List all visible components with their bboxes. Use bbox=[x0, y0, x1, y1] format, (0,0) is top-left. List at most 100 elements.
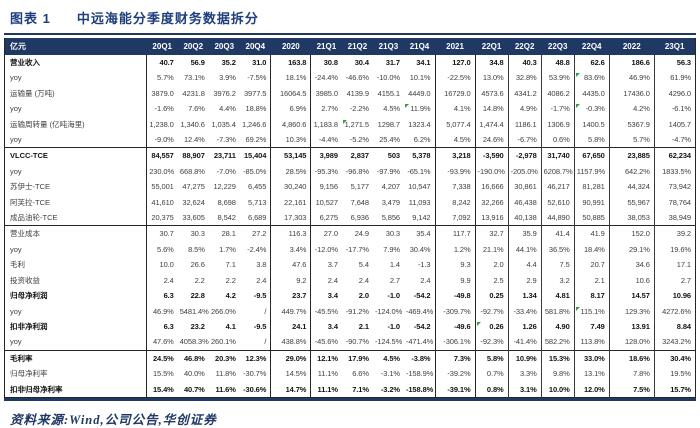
table-bottom-divider bbox=[4, 397, 696, 401]
cell: 5.7% bbox=[157, 73, 174, 83]
cell: 163.8 bbox=[270, 55, 312, 71]
cell: 17.9% bbox=[341, 349, 373, 367]
cell: 5,713 bbox=[239, 194, 272, 211]
cell: 0.7% bbox=[475, 366, 509, 382]
cell: 5.4 bbox=[358, 260, 369, 270]
cell: -190.0% bbox=[475, 163, 509, 180]
cell: 3.2 bbox=[541, 272, 575, 289]
cell: 40.7 bbox=[159, 58, 174, 67]
column-header: 20Q2 bbox=[177, 38, 209, 55]
cell: 78,764 bbox=[668, 197, 691, 207]
cell: 81,281 bbox=[574, 179, 610, 195]
cell: 449.7% bbox=[270, 303, 312, 319]
title-divider bbox=[4, 33, 696, 35]
row-label: 阿芙拉-TCE bbox=[4, 194, 148, 211]
cell: 4139.9 bbox=[346, 88, 369, 98]
cell: -3.8% bbox=[403, 349, 436, 367]
row-label: 归母净利润 bbox=[4, 288, 148, 304]
cell: 15,404 bbox=[239, 147, 272, 164]
cell: -0.3% bbox=[574, 101, 610, 117]
cell: 5.8% bbox=[475, 349, 509, 367]
cell: 34.1 bbox=[403, 55, 436, 71]
cell: 33.0% bbox=[574, 349, 610, 367]
cell: -24.4% bbox=[314, 73, 338, 83]
source-note: 资料来源:Wind,公司公告,华创证券 bbox=[10, 412, 217, 427]
cell: 46,217 bbox=[541, 179, 575, 195]
cell: 4,860.6 bbox=[270, 116, 312, 133]
cell: 1186.1 bbox=[508, 116, 542, 133]
cell: -45.6% bbox=[314, 337, 338, 347]
cell: -91.2% bbox=[345, 306, 369, 316]
cell: -6.7% bbox=[508, 132, 542, 148]
cell: 24.9 bbox=[341, 225, 373, 242]
cell: 3.4 bbox=[327, 321, 338, 331]
cell: 22,161 bbox=[270, 194, 312, 211]
table-row: 归母净利润 6.3 22.8 4.2 -9.5 23.7 3.4 2.0 -1.0 -54.2 -4… bbox=[4, 288, 696, 304]
cell: -2.2% bbox=[349, 104, 369, 114]
cell: 73.1% bbox=[183, 73, 205, 83]
cell: 8.84 bbox=[676, 321, 691, 331]
cell: 17436.0 bbox=[609, 85, 655, 102]
cell: 116.3 bbox=[270, 225, 312, 242]
cell: 46.9% bbox=[609, 70, 655, 86]
column-header: 21Q3 bbox=[372, 38, 404, 55]
cell: 4,207 bbox=[381, 182, 400, 192]
table-row: 扣非净利润 6.3 23.2 4.1 -9.5 24.1 3.4 2.1 -1.0 -54.2 -4… bbox=[4, 318, 696, 335]
cell: 23,885 bbox=[609, 147, 655, 164]
cell: 41.9 bbox=[574, 225, 610, 242]
cell: 30.3 bbox=[372, 225, 404, 242]
cell: 22.8 bbox=[190, 291, 205, 301]
cell: 44.1% bbox=[508, 241, 542, 258]
cell: 8,542 bbox=[217, 213, 236, 223]
cell: 28.1 bbox=[208, 225, 240, 242]
cell: 62.6 bbox=[574, 55, 610, 71]
cell: 10.1% bbox=[403, 70, 436, 86]
cell: -85.0% bbox=[239, 163, 272, 180]
cell: 88,907 bbox=[177, 147, 209, 164]
cell: 10,547 bbox=[403, 179, 436, 195]
cell: 9.9 bbox=[435, 272, 476, 289]
cell: -469.4% bbox=[403, 303, 436, 319]
cell: 31.7 bbox=[385, 58, 400, 67]
cell: 3,989 bbox=[310, 147, 342, 164]
cell: 24.6% bbox=[475, 132, 509, 148]
cell: 4.5% bbox=[372, 349, 404, 367]
cell: 4.2% bbox=[609, 101, 655, 117]
cell: 4.4% bbox=[219, 104, 236, 114]
cell: -93.9% bbox=[435, 163, 476, 180]
cell: -3.2% bbox=[380, 384, 400, 394]
cell: 56.9 bbox=[190, 58, 205, 67]
cell: 4435.0 bbox=[574, 85, 610, 102]
cell: 11.1% bbox=[317, 369, 338, 379]
cell: 4.90 bbox=[541, 318, 575, 335]
cell: 32.8% bbox=[508, 70, 542, 86]
cell: 2.4 bbox=[403, 272, 436, 289]
cell: 6,689 bbox=[239, 210, 272, 226]
cell: 7.9% bbox=[383, 244, 400, 254]
cell: 129.3% bbox=[609, 303, 655, 319]
cell: 9.3 bbox=[435, 257, 476, 273]
cell: 11.1% bbox=[317, 384, 338, 394]
cell: 24.5% bbox=[146, 349, 178, 367]
row-label: 营业收入 bbox=[4, 55, 148, 71]
cell: 4.1 bbox=[225, 321, 236, 331]
cell: 27.2 bbox=[239, 225, 272, 242]
cell: 260.1% bbox=[210, 337, 236, 347]
cell: -92.7% bbox=[475, 303, 509, 319]
cell: 20.7 bbox=[574, 257, 610, 273]
cell: 53,145 bbox=[270, 147, 312, 164]
cell: 40.3 bbox=[508, 55, 542, 71]
cell: -39.1% bbox=[435, 381, 476, 398]
cell: 31,740 bbox=[541, 147, 575, 164]
cell: 4449.0 bbox=[403, 85, 436, 102]
cell: 2.4 bbox=[327, 275, 338, 285]
figure-title-text: 中远海能分季度财务数据拆分 bbox=[76, 11, 259, 26]
table-header: 亿元 20Q1 20Q2 20Q3 20Q4 2020 21Q1 21Q2 21Q3 21Q4 20… bbox=[4, 38, 696, 55]
cell: 17.1 bbox=[676, 260, 691, 270]
cell: -30.6% bbox=[239, 381, 272, 398]
cell: / bbox=[239, 303, 272, 319]
cell: 582.2% bbox=[541, 334, 575, 351]
cell: 1,035.4 bbox=[211, 119, 236, 129]
financial-table: 亿元 20Q1 20Q2 20Q3 20Q4 2020 21Q1 21Q2 21Q3 21Q4 20… bbox=[4, 38, 696, 398]
cell: -45.5% bbox=[314, 306, 338, 316]
